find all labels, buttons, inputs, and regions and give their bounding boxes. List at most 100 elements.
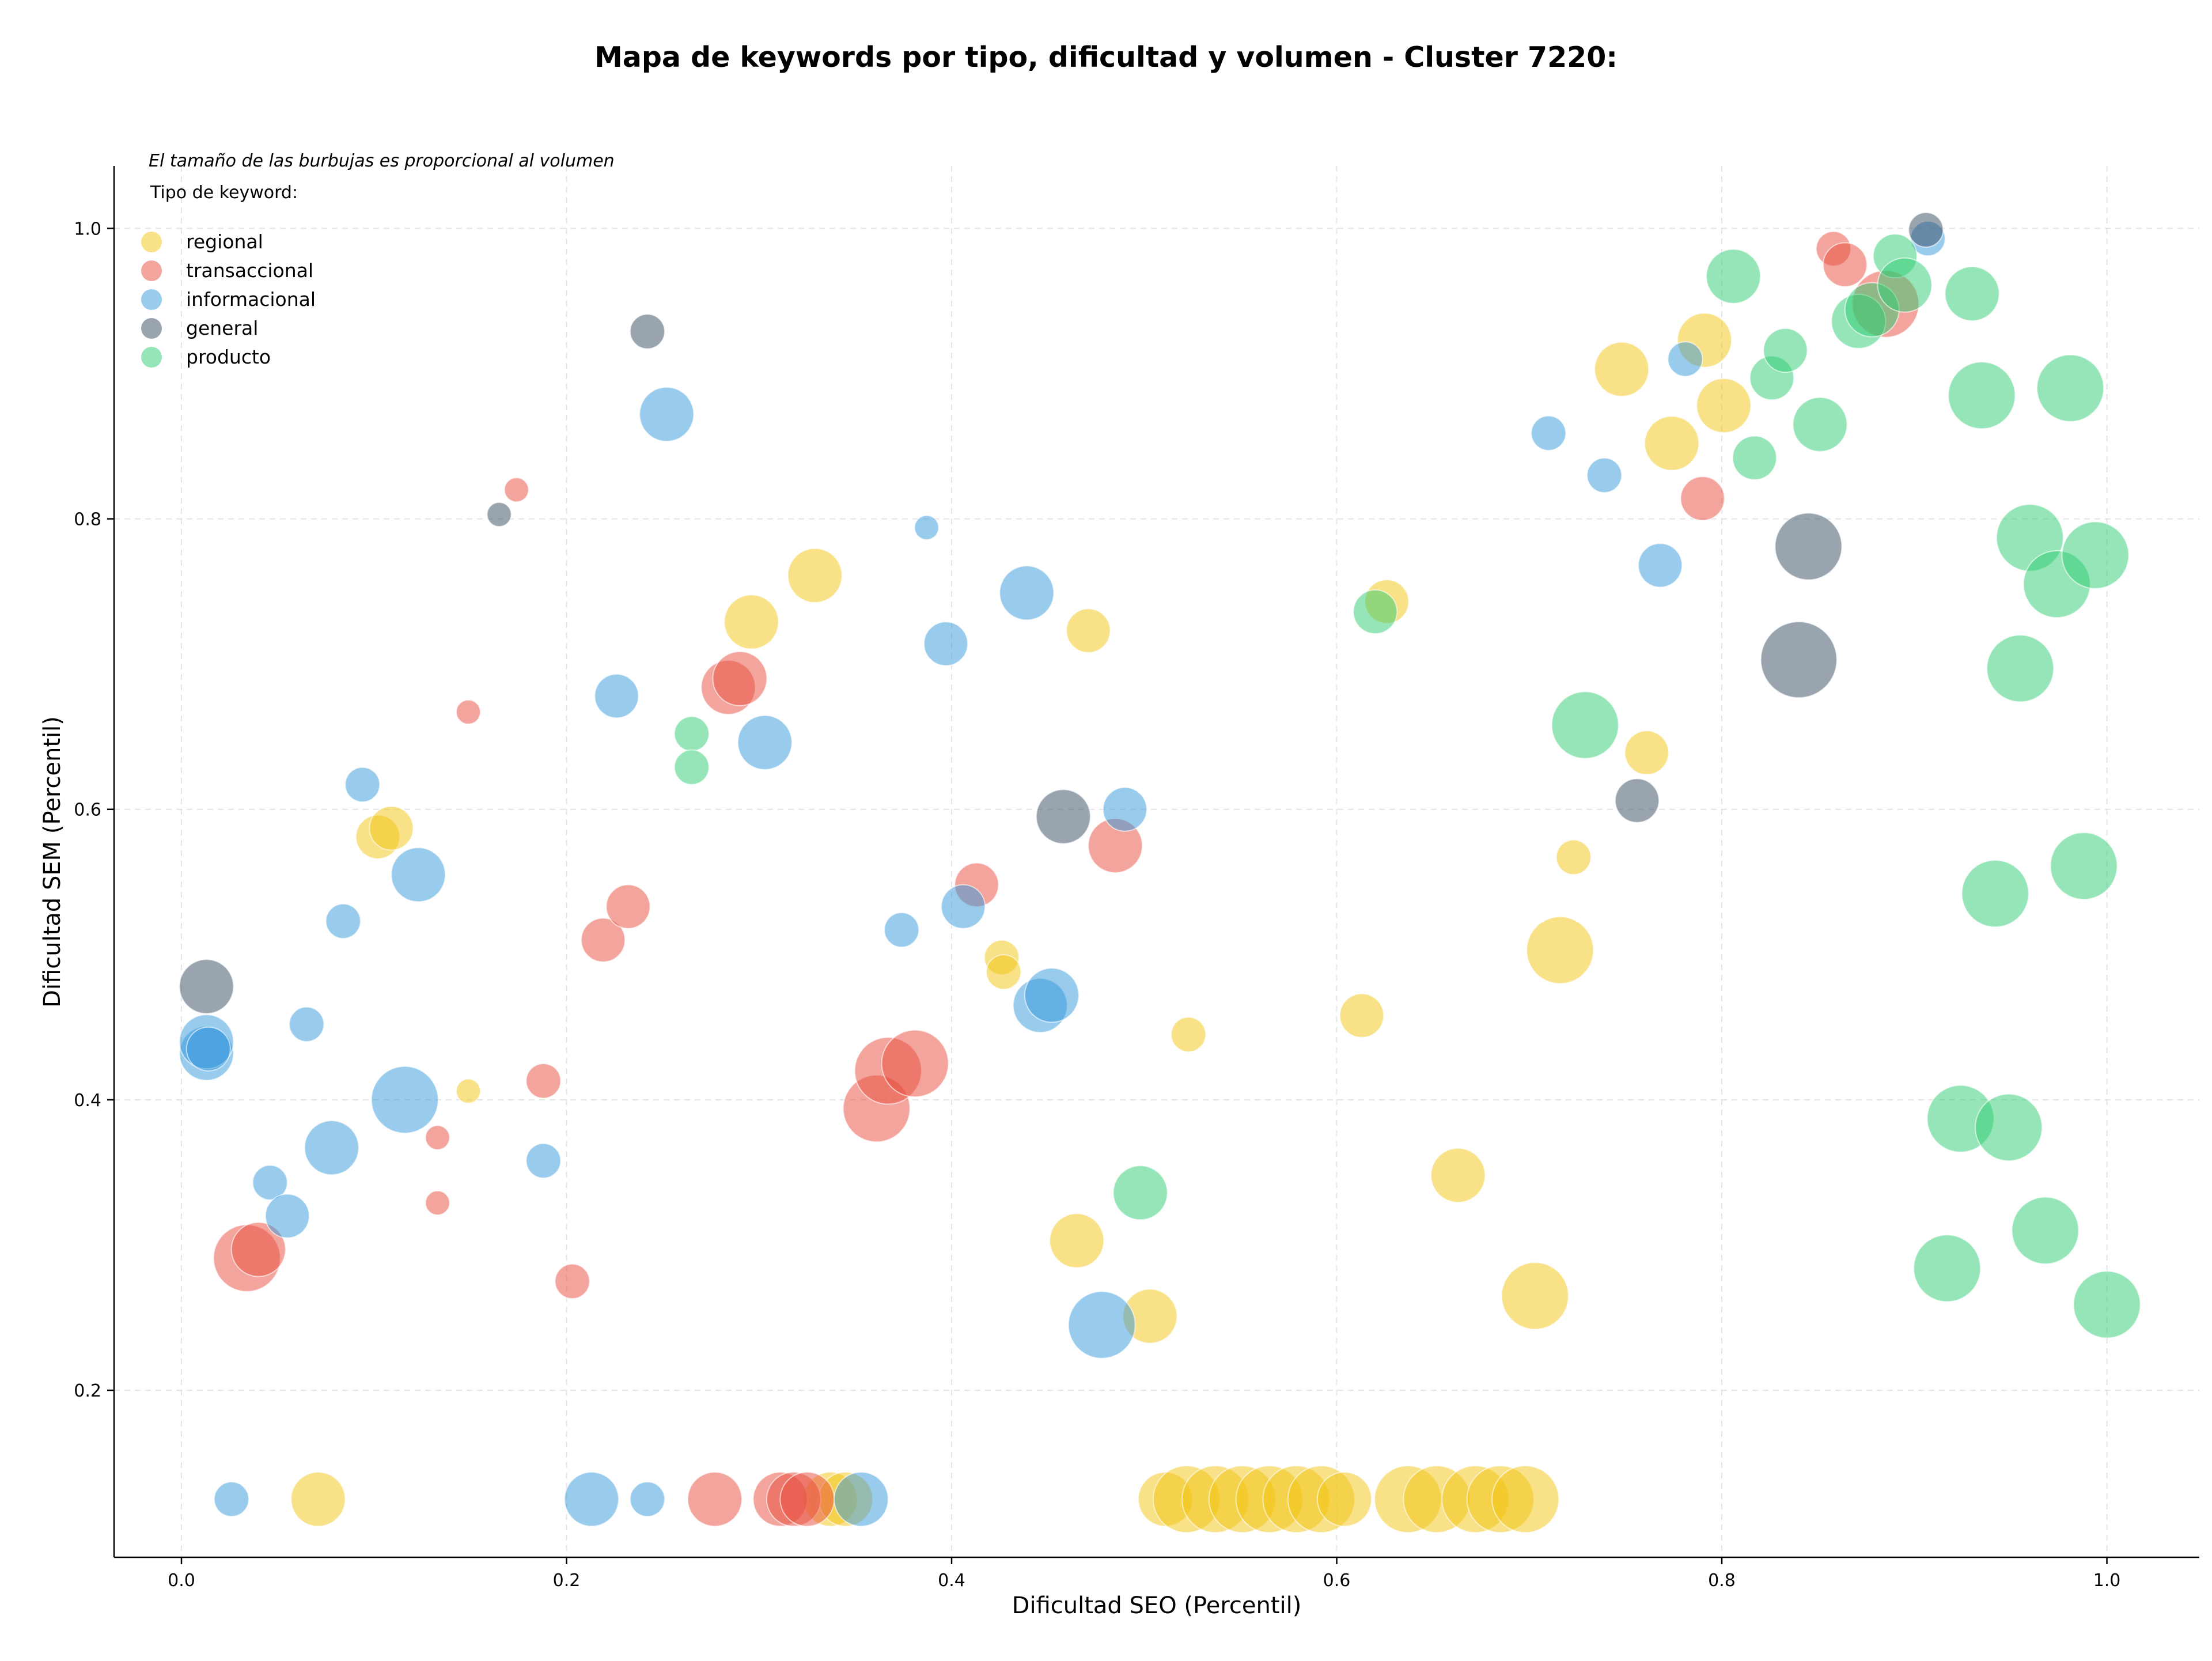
bubble-transaccional <box>230 1221 286 1277</box>
bubble-informacional <box>563 1471 619 1527</box>
bubble-informacional <box>1531 415 1567 451</box>
bubble-transaccional <box>881 1029 949 1098</box>
bubble-producto <box>673 749 710 785</box>
bubble-regional <box>1316 1471 1372 1527</box>
bubble-informacional <box>999 565 1055 621</box>
chart-title: Mapa de keywords por tipo, dificultad y … <box>594 41 1618 74</box>
bubble-informacional <box>833 1471 889 1527</box>
bubble-informacional <box>639 387 695 442</box>
bubble-regional <box>1430 1148 1486 1204</box>
bubble-producto <box>1961 859 2029 928</box>
bubble-producto <box>1112 1165 1168 1221</box>
series-general <box>179 211 1944 1015</box>
legend-label-transaccional: transaccional <box>186 259 313 282</box>
bubble-regional <box>290 1471 346 1527</box>
bubble-regional <box>1339 993 1384 1038</box>
bubble-producto <box>2061 521 2130 589</box>
bubble-informacional <box>737 714 793 770</box>
bubble-producto <box>1877 257 1933 313</box>
bubble-regional <box>1624 730 1669 775</box>
bubble-transaccional <box>456 699 482 725</box>
series-informacional <box>179 221 1946 1527</box>
bubbles <box>179 211 2141 1534</box>
bubble-transaccional <box>554 1263 590 1300</box>
bubble-regional <box>724 594 779 650</box>
x-tick-label: 0.6 <box>1323 1571 1351 1591</box>
bubble-informacional <box>325 903 361 939</box>
bubble-informacional <box>629 1481 665 1518</box>
bubble-regional <box>369 805 414 851</box>
bubble-transaccional <box>503 477 529 503</box>
bubble-general <box>179 959 234 1015</box>
bubble-informacional <box>264 1193 310 1239</box>
y-tick-label: 0.8 <box>74 510 101 530</box>
bubble-transaccional <box>425 1125 450 1151</box>
bubble-regional <box>1555 839 1592 875</box>
bubble-regional <box>1501 1262 1569 1330</box>
bubble-informacional <box>370 1065 439 1134</box>
bubble-regional <box>1491 1465 1560 1534</box>
bubble-transaccional <box>1822 242 1868 287</box>
bubble-producto <box>1763 328 1808 373</box>
bubble-producto <box>1706 248 1762 304</box>
legend-label-regional: regional <box>186 230 263 253</box>
bubble-general <box>1760 621 1838 699</box>
bubble-producto <box>1732 435 1777 480</box>
bubble-informacional <box>1586 457 1623 493</box>
x-tick-label: 1.0 <box>2093 1571 2121 1591</box>
bubble-transaccional <box>425 1190 450 1216</box>
bubble-informacional <box>252 1164 288 1201</box>
legend: Tipo de keyword: regional transaccional in… <box>141 183 316 368</box>
bubble-informacional <box>941 884 986 929</box>
bubble-regional <box>1066 608 1111 653</box>
ticks: 0.0 0.2 0.4 0.6 0.8 1.0 0.2 0.4 0.6 0.8 1.0 <box>74 219 2120 1591</box>
axes <box>113 166 2199 1558</box>
bubble-producto <box>673 716 710 752</box>
y-tick-label: 1.0 <box>74 219 101 239</box>
legend-marker-transaccional <box>141 260 162 281</box>
bubble-informacional <box>525 1142 562 1179</box>
y-tick-label: 0.4 <box>74 1091 101 1111</box>
bubble-producto <box>1975 1093 2043 1161</box>
x-tick-label: 0.8 <box>1708 1571 1736 1591</box>
bubble-informacional <box>289 1006 325 1042</box>
y-axis-label: Dificultad SEM (Percentil) <box>39 716 66 1008</box>
bubble-general <box>1908 211 1944 248</box>
bubble-general <box>1614 778 1660 823</box>
bubble-informacional <box>914 514 940 540</box>
y-tick-label: 0.6 <box>74 800 101 820</box>
bubble-transaccional <box>605 884 651 929</box>
bubble-transaccional <box>687 1471 743 1527</box>
bubble-regional <box>1594 341 1650 397</box>
bubble-informacional <box>1102 786 1147 832</box>
bubble-general <box>486 502 512 528</box>
bubble-transaccional <box>581 917 626 963</box>
bubble-regional <box>1644 415 1700 471</box>
bubble-regional <box>1171 1016 1207 1053</box>
bubble-transaccional <box>1680 476 1725 521</box>
bubble-informacional <box>594 674 639 719</box>
bubble-informacional <box>1024 967 1080 1023</box>
bubble-producto <box>1986 634 2055 703</box>
x-axis-label: Dificultad SEO (Percentil) <box>1012 1592 1302 1619</box>
bubble-transaccional <box>779 1471 835 1527</box>
legend-marker-informacional <box>141 289 162 310</box>
bubble-producto <box>1913 1234 1982 1303</box>
bubble-producto <box>2011 1196 2080 1265</box>
bubble-informacional <box>1667 341 1703 377</box>
x-tick-label: 0.2 <box>553 1571 581 1591</box>
legend-marker-general <box>141 318 162 339</box>
bubble-producto <box>1944 266 2000 321</box>
bubble-informacional <box>304 1120 359 1176</box>
bubble-informacional <box>1638 543 1683 588</box>
bubble-producto <box>2073 1270 2141 1339</box>
x-tick-label: 0.4 <box>938 1571 965 1591</box>
bubble-informacional <box>1067 1291 1136 1359</box>
series-producto <box>673 233 2141 1339</box>
bubble-producto <box>2050 832 2118 901</box>
bubble-size-note: El tamaño de las burbujas es proporciona… <box>149 151 615 171</box>
bubble-informacional <box>923 621 968 667</box>
bubble-producto <box>2036 354 2105 422</box>
legend-marker-regional <box>141 232 162 252</box>
